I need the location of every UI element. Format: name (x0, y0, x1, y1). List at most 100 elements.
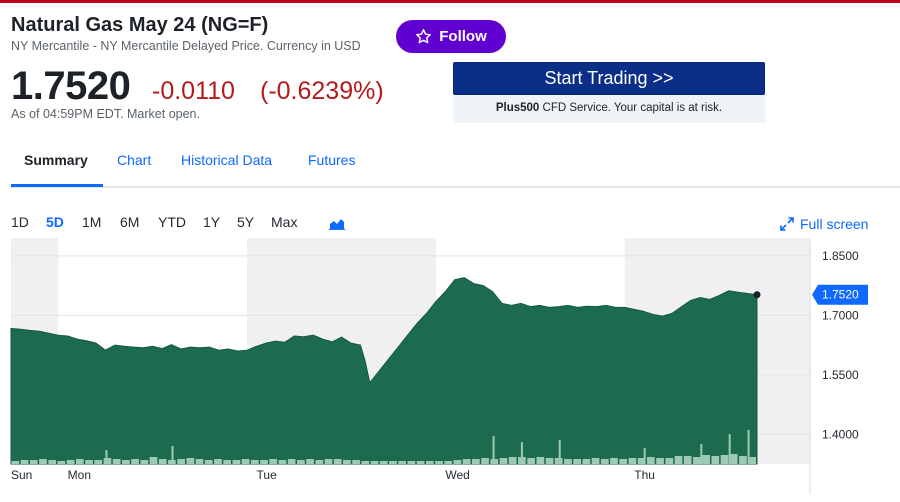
volume-bar (739, 456, 747, 464)
volume-bar (306, 459, 314, 464)
volume-bar (204, 460, 213, 464)
ad-disclaimer-text: CFD Service. Your capital is at risk. (539, 102, 723, 114)
volume-bar (149, 457, 158, 464)
volume-bar (287, 459, 296, 464)
volume-bar (352, 460, 360, 464)
range-6m[interactable]: 6M (120, 214, 140, 230)
tab-futures[interactable]: Futures (308, 152, 356, 168)
x-tick-label: Wed (445, 468, 469, 482)
price-area-series (10, 277, 758, 465)
range-ytd[interactable]: YTD (158, 214, 186, 230)
range-1y[interactable]: 1Y (203, 214, 221, 230)
volume-bar (131, 459, 139, 464)
volume-bar (508, 457, 517, 464)
volume-bar (398, 461, 407, 464)
y-tick-label: 1.7000 (822, 308, 859, 322)
price-change: -0.0110 (152, 77, 235, 105)
range-5y[interactable]: 5Y (237, 214, 255, 230)
volume-bar (637, 458, 646, 464)
volume-bar (729, 454, 738, 464)
full-screen-button[interactable]: Full screen (780, 216, 868, 232)
volume-bar (186, 458, 195, 464)
volume-bar (11, 461, 20, 464)
volume-bar (407, 461, 416, 464)
range-max[interactable]: Max (271, 214, 298, 230)
follow-button[interactable]: Follow (396, 20, 506, 53)
volume-bar (75, 459, 84, 464)
volume-bar (158, 459, 167, 464)
volume-bar (628, 458, 637, 464)
volume-bar (232, 460, 241, 464)
volume-bar (619, 459, 628, 464)
volume-bar (48, 460, 57, 464)
volume-bar (665, 458, 674, 464)
volume-bar (610, 458, 618, 464)
volume-bar (416, 461, 425, 464)
range-1d[interactable]: 1D (11, 214, 29, 230)
volume-bar (20, 460, 29, 464)
ad-banner: Start Trading >> Plus500 CFD Service. Yo… (453, 62, 765, 123)
volume-bar (646, 457, 655, 464)
volume-bar (499, 458, 508, 464)
volume-bar (711, 456, 720, 464)
active-tab-indicator (11, 184, 103, 187)
volume-bar (600, 459, 609, 464)
volume-bar (693, 457, 701, 464)
tab-historical-data[interactable]: Historical Data (181, 152, 273, 168)
volume-bar (453, 460, 462, 464)
tab-chart[interactable]: Chart (117, 152, 152, 168)
x-tick-label: Tue (257, 468, 278, 482)
volume-bar (29, 460, 38, 464)
volume-bar (241, 459, 250, 464)
volume-bar (674, 456, 683, 464)
as-of-timestamp: As of 04:59PM EDT. Market open. (11, 107, 200, 121)
volume-bar (536, 457, 545, 464)
quote-subtitle: NY Mercantile - NY Mercantile Delayed Pr… (11, 39, 361, 53)
volume-bar (66, 460, 75, 464)
volume-spike-bar (700, 444, 703, 464)
volume-bar (370, 461, 379, 464)
volume-spike-bar (171, 446, 174, 464)
x-tick-label: Sun (11, 468, 32, 482)
volume-bar (333, 459, 342, 464)
volume-bar (683, 456, 692, 464)
y-tick-label: 1.4000 (822, 427, 859, 441)
volume-bar (269, 459, 278, 464)
volume-bar (573, 459, 582, 464)
volume-bar (39, 459, 47, 464)
volume-bar (112, 459, 121, 464)
full-screen-label: Full screen (800, 216, 869, 232)
x-tick-label: Thu (634, 468, 655, 482)
volume-bar (278, 460, 287, 464)
volume-bar (361, 461, 370, 464)
price-chart[interactable]: 1.8500 1.7000 1.5500 1.4000 1.7520 Sun Mon Tue W… (0, 238, 900, 502)
volume-bar (195, 459, 204, 464)
volume-bar (435, 461, 443, 464)
volume-bar (471, 459, 480, 464)
ad-brand: Plus500 (495, 102, 540, 114)
start-trading-button[interactable]: Start Trading >> (453, 62, 765, 95)
volume-bar (94, 460, 103, 464)
range-1m[interactable]: 1M (82, 214, 102, 230)
last-price: 1.7520 (11, 64, 131, 108)
mountain-chart-icon[interactable] (329, 216, 345, 230)
volume-spike-bar (643, 448, 646, 464)
volume-bar (103, 458, 112, 464)
volume-bar (250, 460, 259, 464)
y-tick-label: 1.8500 (822, 249, 859, 263)
volume-spike-bar (558, 440, 561, 464)
expand-arrows-icon (780, 217, 794, 231)
current-price-tag-label: 1.7520 (822, 288, 859, 302)
tab-summary[interactable]: Summary (24, 152, 88, 168)
range-5d[interactable]: 5D (46, 214, 64, 230)
volume-bar (57, 461, 66, 464)
volume-bar (379, 461, 388, 464)
volume-spike-bar (520, 442, 523, 464)
volume-bar (702, 455, 710, 464)
volume-bar (720, 455, 729, 464)
volume-bar (297, 460, 305, 464)
volume-bar (425, 461, 434, 464)
volume-spike-bar (492, 436, 495, 464)
volume-spike-bar (105, 450, 108, 464)
volume-spike-bar (728, 434, 731, 464)
